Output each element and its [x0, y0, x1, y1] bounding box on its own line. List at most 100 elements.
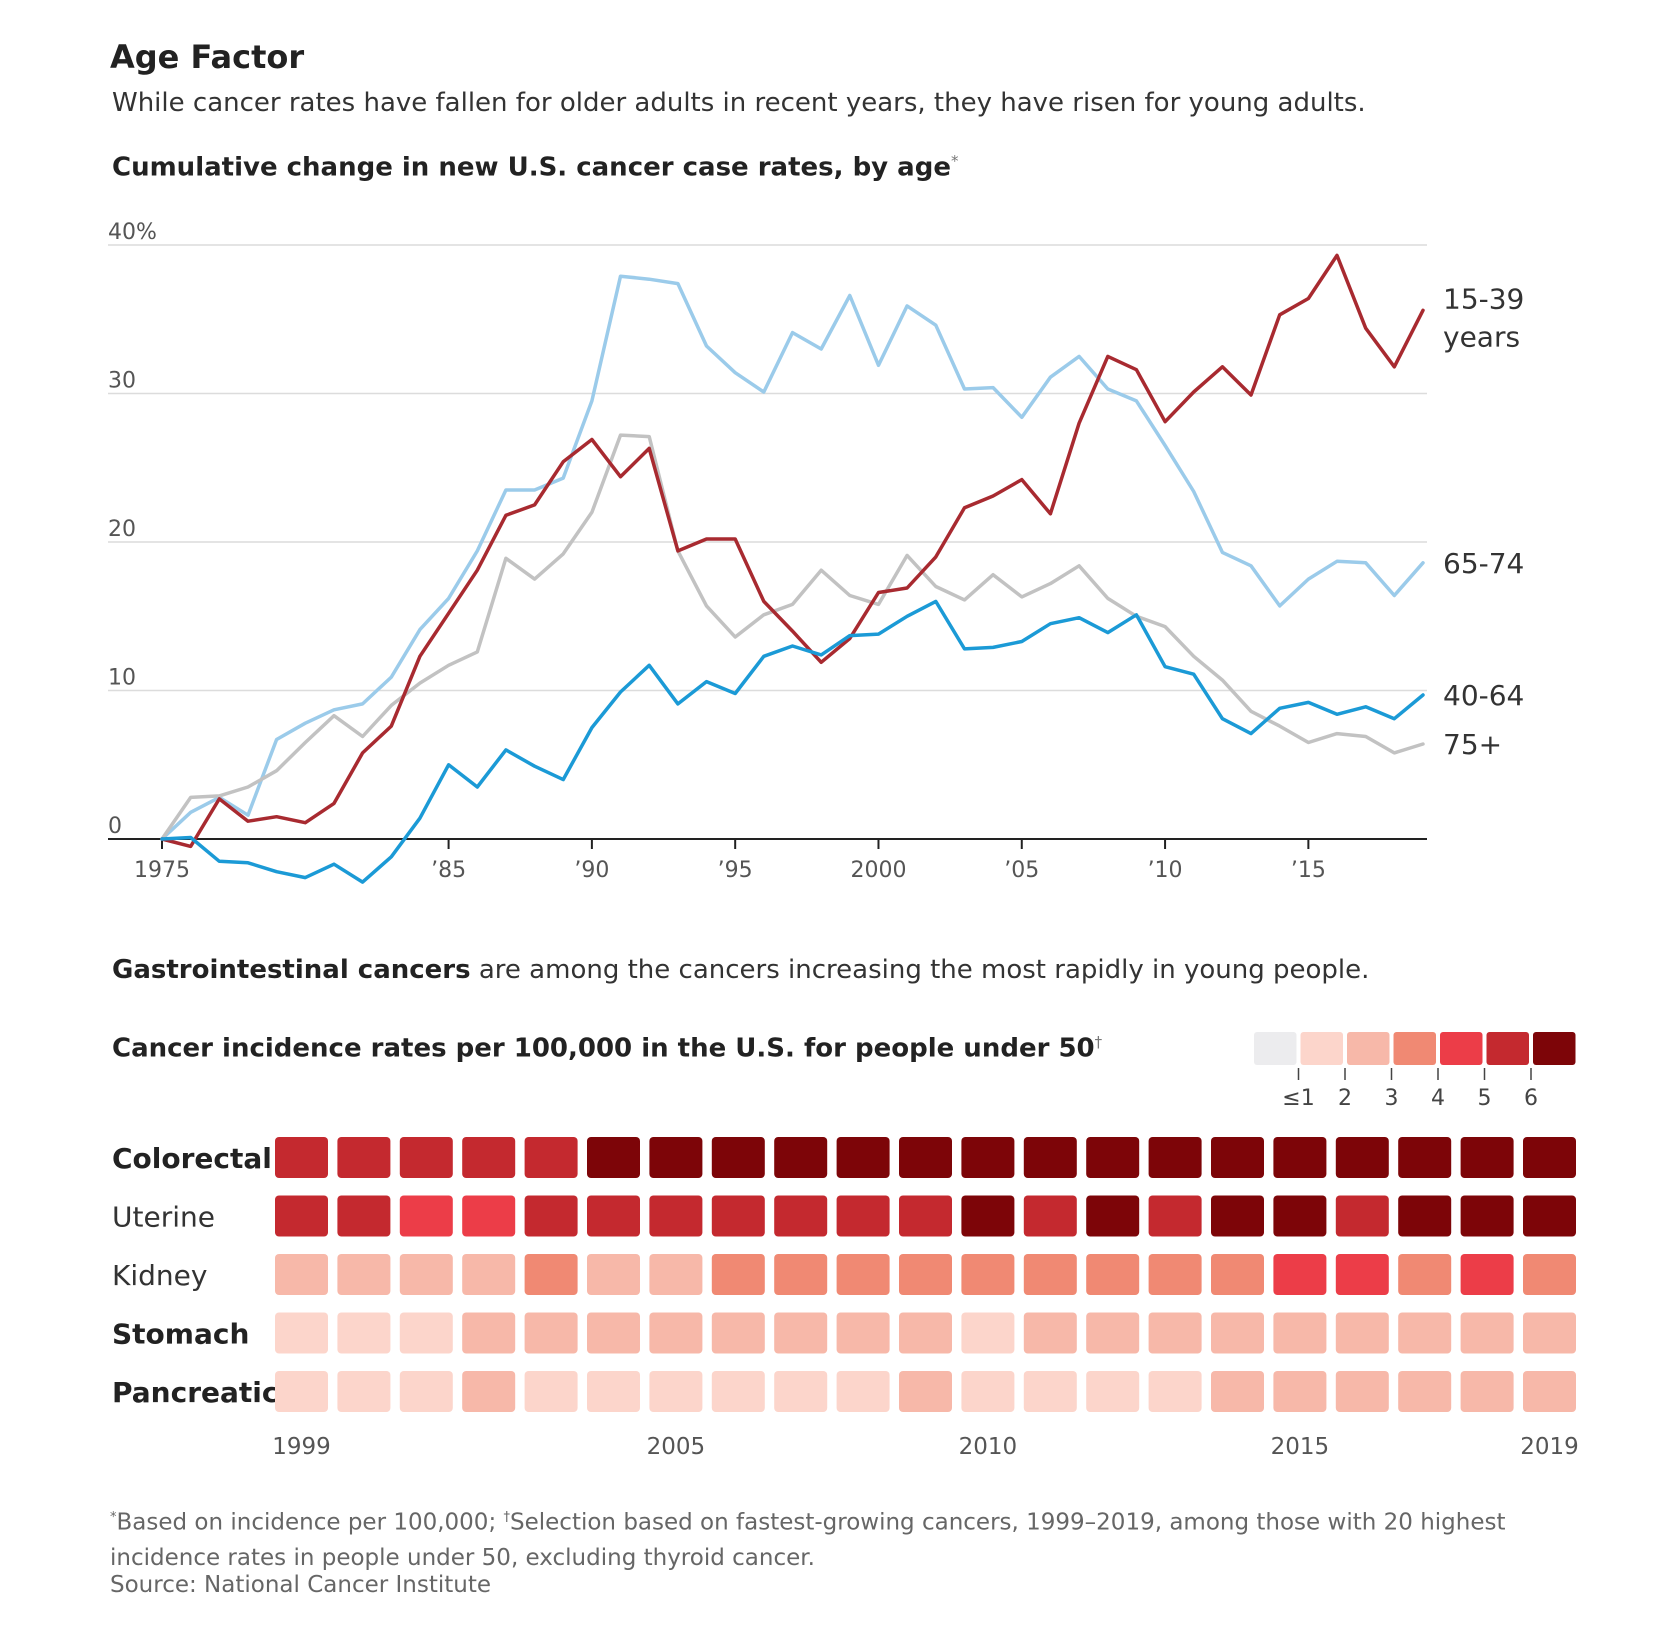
legend-swatch: [1533, 1032, 1576, 1065]
heatmap-cell: [649, 1312, 703, 1354]
heatmap-x-ticks: 1999 2005 2010 2015 2019: [272, 1434, 1579, 1460]
heatmap-cell: [961, 1371, 1015, 1412]
heatmap-cell: [1023, 1137, 1077, 1178]
heatmap-cell: [587, 1195, 640, 1237]
series-labels: 65-74 75+ 15-39 years 40-64: [1443, 282, 1524, 761]
series-line-65-74: [160, 274, 1425, 841]
heatmap-cell: [711, 1312, 765, 1354]
legend-label: 5: [1478, 1086, 1492, 1111]
y-tick-label: 10: [108, 666, 136, 691]
heatmap-cells: [275, 1137, 1576, 1412]
legend-swatch: [1300, 1032, 1343, 1065]
heatmap-cell: [899, 1195, 952, 1237]
y-axis-ticks: 0 10 20 30 40%: [108, 220, 157, 839]
heatmap-cell: [1398, 1137, 1452, 1178]
x-tick-label: ’85: [431, 858, 466, 883]
line-chart-title: Cumulative change in new U.S. cancer cas…: [112, 152, 959, 183]
footnote: *Based on incidence per 100,000; †Select…: [110, 1509, 1506, 1571]
series-label: 75+: [1443, 728, 1502, 761]
x-tick-label: 2000: [850, 858, 906, 883]
heatmap-cell: [524, 1312, 578, 1354]
heatmap-cell: [1086, 1137, 1140, 1178]
legend-swatch: [1254, 1032, 1297, 1065]
series-line-75-: [160, 433, 1425, 841]
heatmap-cell: [275, 1371, 328, 1412]
heatmap-cell: [399, 1195, 453, 1237]
heatmap-cell: [899, 1254, 952, 1295]
heatmap-cell: [961, 1254, 1015, 1295]
x-tick-label: ’10: [1148, 858, 1183, 883]
legend-label: 6: [1524, 1086, 1538, 1111]
heatmap-cell: [1023, 1312, 1077, 1354]
heatmap-cell: [524, 1137, 578, 1178]
heatmap-cell: [711, 1371, 765, 1412]
heatmap-cell: [337, 1195, 391, 1237]
heatmap-cell: [1211, 1254, 1264, 1295]
heatmap-row-labels: Colorectal Uterine Kidney Stomach Pancreatic: [112, 1142, 278, 1409]
series-label: 15-39 years: [1443, 282, 1524, 353]
heatmap-cell: [1148, 1195, 1202, 1237]
heatmap-cell: [337, 1137, 391, 1178]
heatmap-x-tick-label: 2005: [647, 1434, 706, 1460]
heatmap-cell: [1398, 1195, 1452, 1237]
heatmap-cell: [399, 1254, 453, 1295]
heatmap-cell: [275, 1195, 328, 1237]
legend-label: 2: [1338, 1086, 1352, 1111]
heatmap-cell: [711, 1137, 765, 1178]
heatmap-cell: [1398, 1371, 1452, 1412]
heatmap-cell: [774, 1137, 828, 1178]
heatmap-cell: [1148, 1371, 1202, 1412]
heatmap-cell: [836, 1137, 890, 1178]
heatmap-cell: [399, 1371, 453, 1412]
y-tick-label: 20: [108, 517, 136, 542]
series-label: 65-74: [1443, 547, 1524, 580]
heatmap-cell: [836, 1312, 890, 1354]
heatmap-legend: ≤1 2 3 4 5 6: [1254, 1032, 1576, 1111]
x-tick-label: ’15: [1291, 858, 1326, 883]
heatmap-cell: [1023, 1195, 1077, 1237]
heatmap-cell: [1460, 1312, 1514, 1354]
legend-label: ≤1: [1282, 1086, 1314, 1111]
heatmap-cell: [961, 1137, 1015, 1178]
heatmap-x-tick-label: 2010: [959, 1434, 1018, 1460]
x-tick-label: 1975: [134, 858, 190, 883]
line-chart-title-mark: *: [950, 152, 959, 170]
heatmap-cell: [587, 1254, 640, 1295]
heatmap-cell: [774, 1371, 828, 1412]
heatmap-cell: [462, 1195, 516, 1237]
heatmap-cell: [774, 1254, 828, 1295]
heatmap-row-label: Uterine: [112, 1201, 215, 1234]
series-line-15-39-years: [160, 253, 1425, 849]
heatmap-cell: [1335, 1137, 1389, 1178]
x-tick-label: ’95: [718, 858, 753, 883]
heatmap-cell: [275, 1312, 328, 1354]
x-tick-label: ’90: [574, 858, 609, 883]
heatmap-cell: [836, 1254, 890, 1295]
heatmap-row-label: Stomach: [112, 1318, 249, 1351]
legend-swatch: [1486, 1032, 1529, 1065]
heatmap-cell: [649, 1137, 703, 1178]
heatmap-cell: [1148, 1137, 1202, 1178]
heatmap-cell: [899, 1371, 952, 1412]
heatmap-cell: [1273, 1371, 1327, 1412]
line-chart: 0 10 20 30 40% 1975 ’85 ’90 ’95 2000 ’05 ’10 ’15 65…: [108, 220, 1524, 884]
series-label: 40-64: [1443, 679, 1524, 712]
heatmap-cell: [399, 1312, 453, 1354]
heatmap-cell: [1523, 1312, 1576, 1354]
heatmap-cell: [462, 1371, 516, 1412]
heatmap-cell: [774, 1195, 828, 1237]
heatmap-cell: [961, 1195, 1015, 1237]
heatmap-cell: [1460, 1254, 1514, 1295]
heatmap-cell: [587, 1312, 640, 1354]
heatmap-cell: [1086, 1195, 1140, 1237]
heatmap-row-label: Kidney: [112, 1259, 207, 1292]
heatmap-x-tick-label: 1999: [272, 1434, 331, 1460]
heatmap-cell: [1211, 1137, 1264, 1178]
page-subtitle: While cancer rates have fallen for older…: [112, 88, 1366, 118]
heatmap-cell: [1023, 1254, 1077, 1295]
grid-lines: [108, 244, 1427, 840]
heatmap-cell: [1335, 1371, 1389, 1412]
heatmap-cell: [1023, 1371, 1077, 1412]
heatmap-cell: [1273, 1137, 1327, 1178]
heatmap-row-label: Pancreatic: [112, 1376, 278, 1409]
